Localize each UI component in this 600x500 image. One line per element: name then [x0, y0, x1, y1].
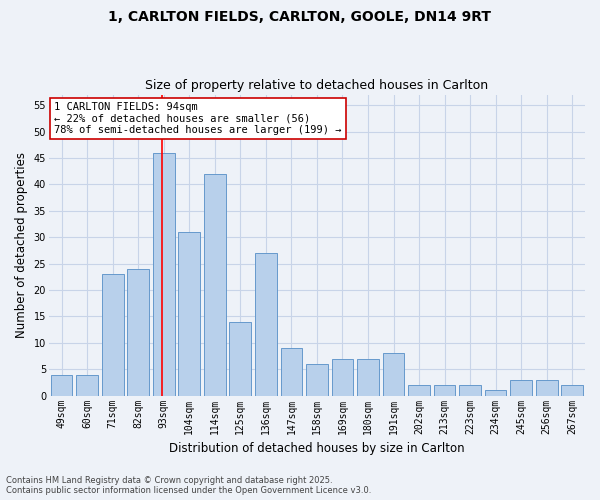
Text: Contains HM Land Registry data © Crown copyright and database right 2025.
Contai: Contains HM Land Registry data © Crown c…	[6, 476, 371, 495]
Bar	[485, 390, 506, 396]
Bar	[153, 152, 175, 396]
Bar	[229, 322, 251, 396]
Bar	[562, 385, 583, 396]
Title: Size of property relative to detached houses in Carlton: Size of property relative to detached ho…	[145, 79, 488, 92]
Bar	[76, 374, 98, 396]
Bar	[332, 358, 353, 396]
Bar	[511, 380, 532, 396]
Bar	[459, 385, 481, 396]
Text: 1 CARLTON FIELDS: 94sqm
← 22% of detached houses are smaller (56)
78% of semi-de: 1 CARLTON FIELDS: 94sqm ← 22% of detache…	[54, 102, 341, 136]
Bar	[178, 232, 200, 396]
Bar	[306, 364, 328, 396]
Bar	[357, 358, 379, 396]
Bar	[102, 274, 124, 396]
Bar	[536, 380, 557, 396]
Bar	[255, 253, 277, 396]
Bar	[281, 348, 302, 396]
Bar	[51, 374, 73, 396]
X-axis label: Distribution of detached houses by size in Carlton: Distribution of detached houses by size …	[169, 442, 465, 455]
Bar	[383, 354, 404, 396]
Bar	[127, 269, 149, 396]
Bar	[408, 385, 430, 396]
Y-axis label: Number of detached properties: Number of detached properties	[15, 152, 28, 338]
Bar	[204, 174, 226, 396]
Bar	[434, 385, 455, 396]
Text: 1, CARLTON FIELDS, CARLTON, GOOLE, DN14 9RT: 1, CARLTON FIELDS, CARLTON, GOOLE, DN14 …	[109, 10, 491, 24]
